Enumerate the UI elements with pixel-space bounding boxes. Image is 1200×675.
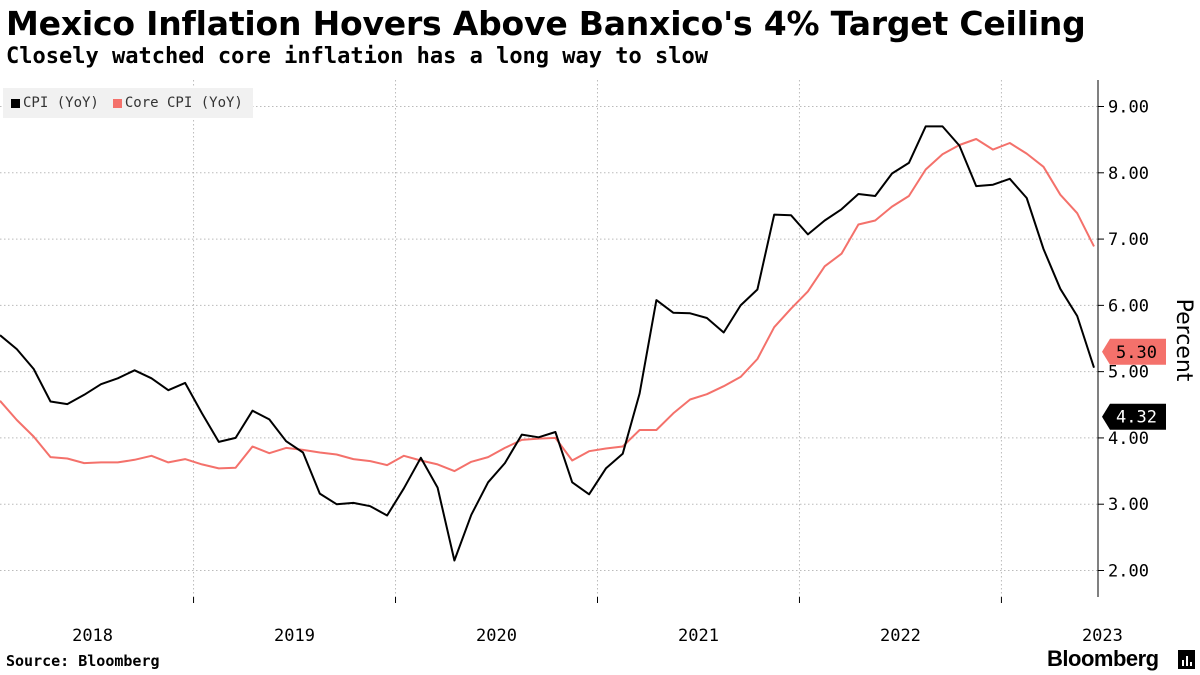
chart-title: Mexico Inflation Hovers Above Banxico's … [6,4,1086,43]
y-axis-title: Percent [1171,299,1196,382]
y-tick-label: 4.00 [1108,429,1149,449]
chart-subtitle: Closely watched core inflation has a lon… [6,44,708,69]
cpi-end-value-label-tag [1102,403,1166,430]
core-cpi-end-value-label: 5.30 [1116,343,1157,363]
legend-item-core-cpi: Core CPI (YoY) [112,95,243,111]
core-cpi-line [0,138,1095,473]
legend-label-core-cpi: Core CPI (YoY) [124,95,243,111]
core-cpi-end-value-label-tag [1102,338,1166,365]
x-tick-label: 2021 [678,626,719,646]
legend-swatch-core-cpi [112,98,122,108]
y-tick-label: 9.00 [1108,98,1149,118]
source-note: Source: Bloomberg [6,652,160,670]
legend-label-cpi: CPI (YoY) [23,95,99,111]
x-tick-label: 2020 [476,626,517,646]
cpi-line [0,125,1095,562]
chart-legend: CPI (YoY) Core CPI (YoY) [3,88,253,118]
y-tick-label: 7.00 [1108,230,1149,250]
y-tick-label: 8.00 [1108,164,1149,184]
y-tick-label: 5.00 [1108,363,1149,383]
x-tick-label: 2022 [880,626,921,646]
legend-swatch-cpi [11,98,20,108]
legend-item-cpi: CPI (YoY) [11,95,99,111]
x-tick-label: 2019 [274,626,315,646]
bloomberg-logo: Bloomberg [1047,646,1159,671]
bloomberg-mark-icon [1178,650,1195,669]
y-tick-label: 3.00 [1108,495,1149,515]
x-tick-label: 2023 [1082,626,1123,646]
y-tick-label: 6.00 [1108,296,1149,316]
cpi-end-value-label: 4.32 [1116,408,1157,428]
y-tick-label: 2.00 [1108,561,1149,581]
x-tick-label: 2018 [72,626,113,646]
